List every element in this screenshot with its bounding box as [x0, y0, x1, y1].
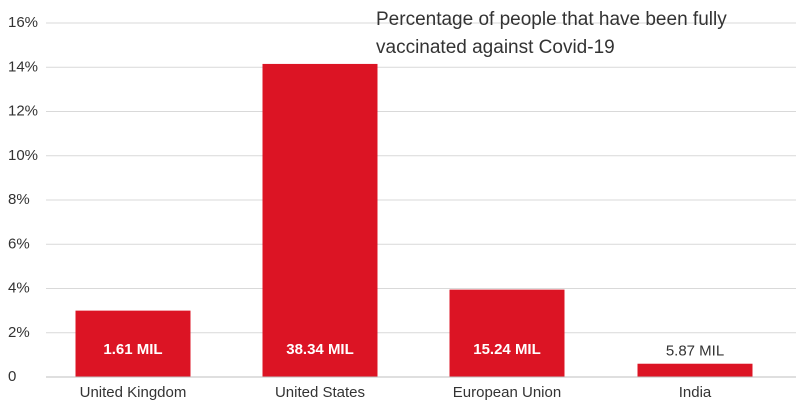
y-tick-label-2: 2%	[8, 324, 30, 341]
y-tick-label-12: 12%	[8, 103, 38, 120]
y-tick-label-14: 14%	[8, 58, 38, 75]
x-tick-label-3: India	[679, 384, 712, 401]
x-tick-label-2: European Union	[453, 384, 561, 401]
data-label-3: 5.87 MIL	[666, 343, 724, 360]
data-label-2: 15.24 MIL	[473, 341, 541, 358]
bar-3	[637, 363, 753, 377]
data-label-1: 38.34 MIL	[286, 341, 354, 358]
y-tick-label-6: 6%	[8, 235, 30, 252]
x-tick-label-1: United States	[275, 384, 365, 401]
y-tick-label-0: 0	[8, 368, 16, 385]
chart-title-line-1: Percentage of people that have been full…	[376, 9, 727, 30]
bar-0	[75, 310, 191, 377]
y-tick-label-4: 4%	[8, 280, 30, 297]
y-tick-label-8: 8%	[8, 191, 30, 208]
bar-1	[262, 63, 378, 378]
data-label-0: 1.61 MIL	[103, 341, 162, 358]
y-tick-label-16: 16%	[8, 14, 38, 31]
bar-2	[449, 289, 565, 377]
x-tick-label-0: United Kingdom	[80, 384, 187, 401]
y-tick-label-10: 10%	[8, 147, 38, 164]
chart-title: Percentage of people that have been full…	[376, 6, 796, 62]
chart-title-line-2: vaccinated against Covid-19	[376, 37, 615, 58]
